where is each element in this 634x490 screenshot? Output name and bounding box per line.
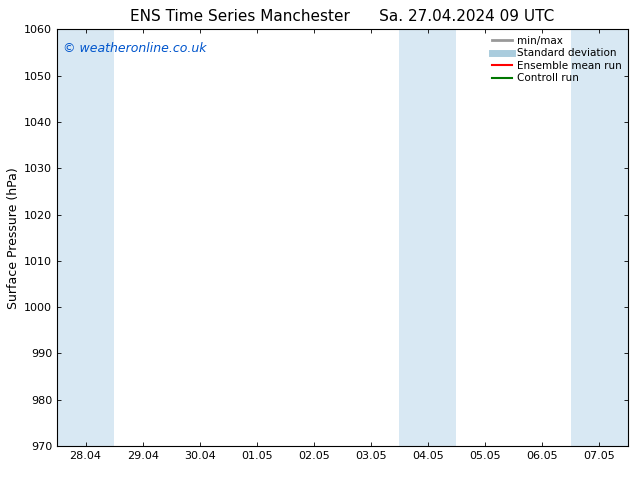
Bar bbox=[399, 29, 456, 446]
Legend: min/max, Standard deviation, Ensemble mean run, Controll run: min/max, Standard deviation, Ensemble me… bbox=[489, 32, 624, 87]
Title: ENS Time Series Manchester      Sa. 27.04.2024 09 UTC: ENS Time Series Manchester Sa. 27.04.202… bbox=[130, 9, 555, 24]
Y-axis label: Surface Pressure (hPa): Surface Pressure (hPa) bbox=[7, 167, 20, 309]
Bar bbox=[57, 29, 114, 446]
Text: © weatheronline.co.uk: © weatheronline.co.uk bbox=[63, 42, 206, 55]
Bar bbox=[571, 29, 628, 446]
